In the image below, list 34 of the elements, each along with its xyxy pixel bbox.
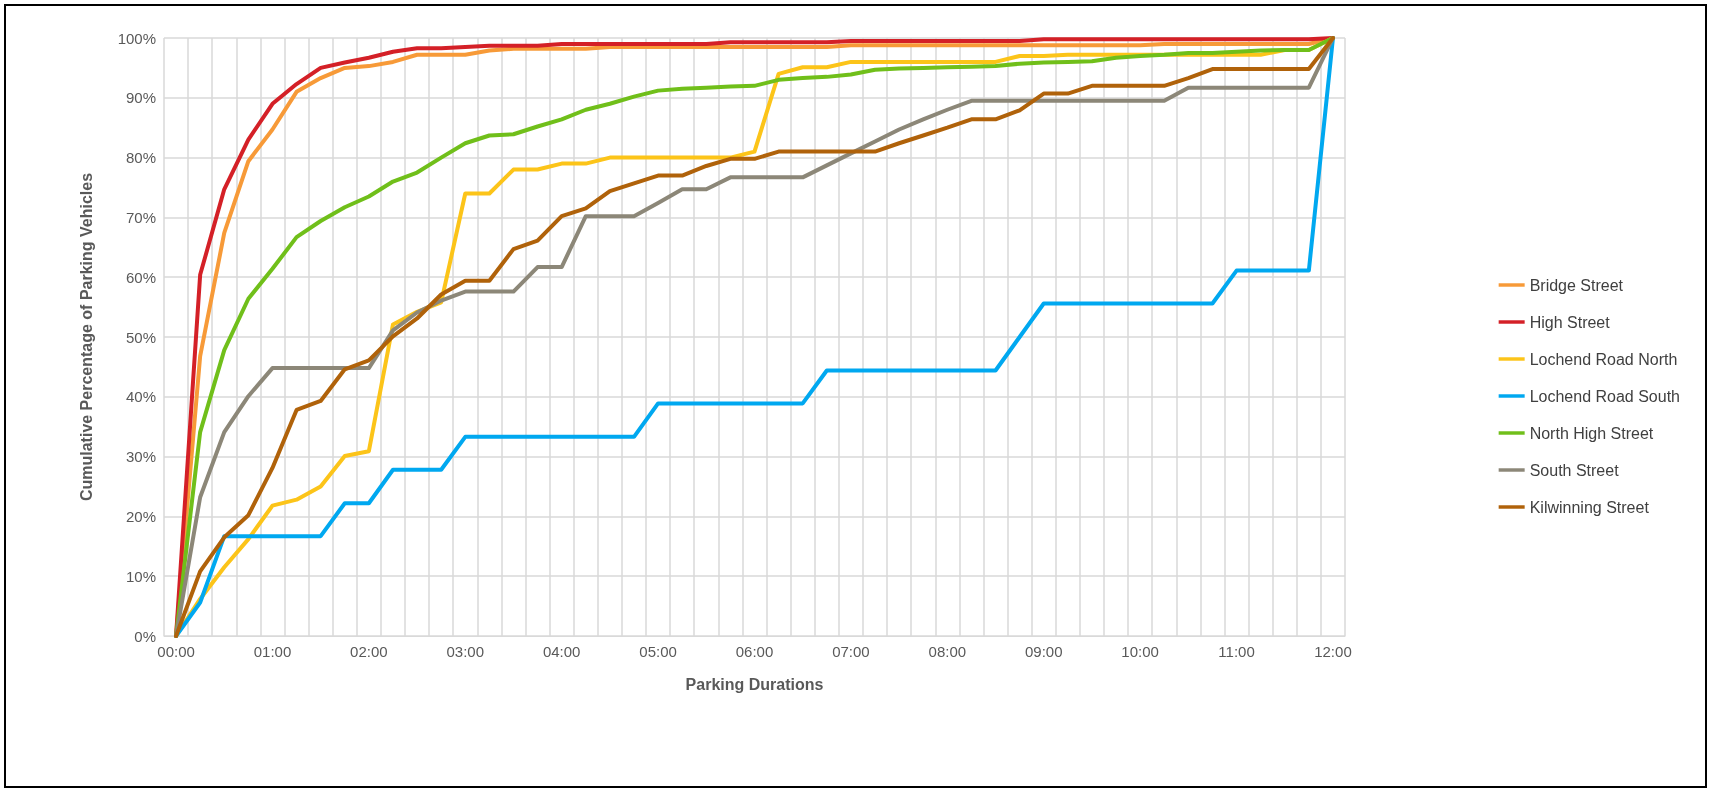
x-tick-label: 05:00 <box>639 643 677 660</box>
y-tick-label: 30% <box>125 448 156 466</box>
legend-label: South Street <box>1529 461 1620 479</box>
x-tick-label: 12:00 <box>1314 643 1352 660</box>
x-tick-label: 07:00 <box>832 643 870 660</box>
x-tick-label: 04:00 <box>542 643 581 660</box>
y-tick-label: 60% <box>125 268 156 286</box>
y-tick-label: 80% <box>125 149 156 167</box>
y-tick-label: 50% <box>125 328 156 346</box>
y-tick-label: 40% <box>125 388 156 406</box>
y-axis-title: Cumulative Percentage of Parking Vehicles <box>77 172 95 502</box>
x-tick-label: 08:00 <box>928 643 967 660</box>
x-tick-label: 11:00 <box>1218 643 1255 660</box>
y-tick-label: 10% <box>125 567 156 585</box>
x-tick-label: 00:00 <box>157 643 195 660</box>
legend-label: Bridge Street <box>1529 276 1624 294</box>
x-tick-label: 09:00 <box>1024 643 1063 660</box>
legend-label: Lochend Road South <box>1529 387 1680 405</box>
x-tick-label: 06:00 <box>735 643 774 660</box>
x-axis-title: Parking Durations <box>685 675 824 693</box>
legend-label: Lochend Road North <box>1529 350 1678 368</box>
legend-label: High Street <box>1529 313 1611 331</box>
y-tick-label: 0% <box>134 627 156 645</box>
y-tick-label: 70% <box>125 208 156 226</box>
x-tick-label: 10:00 <box>1121 643 1159 660</box>
y-tick-label: 90% <box>125 89 156 107</box>
x-tick-label: 02:00 <box>350 643 388 660</box>
y-tick-label: 100% <box>117 29 156 47</box>
x-tick-label: 01:00 <box>253 643 292 660</box>
x-tick-label: 03:00 <box>446 643 485 660</box>
legend-label: Kilwinning Street <box>1529 498 1650 516</box>
y-tick-label: 20% <box>125 507 156 525</box>
line-series <box>174 36 1335 638</box>
legend-label: North High Street <box>1529 424 1654 442</box>
